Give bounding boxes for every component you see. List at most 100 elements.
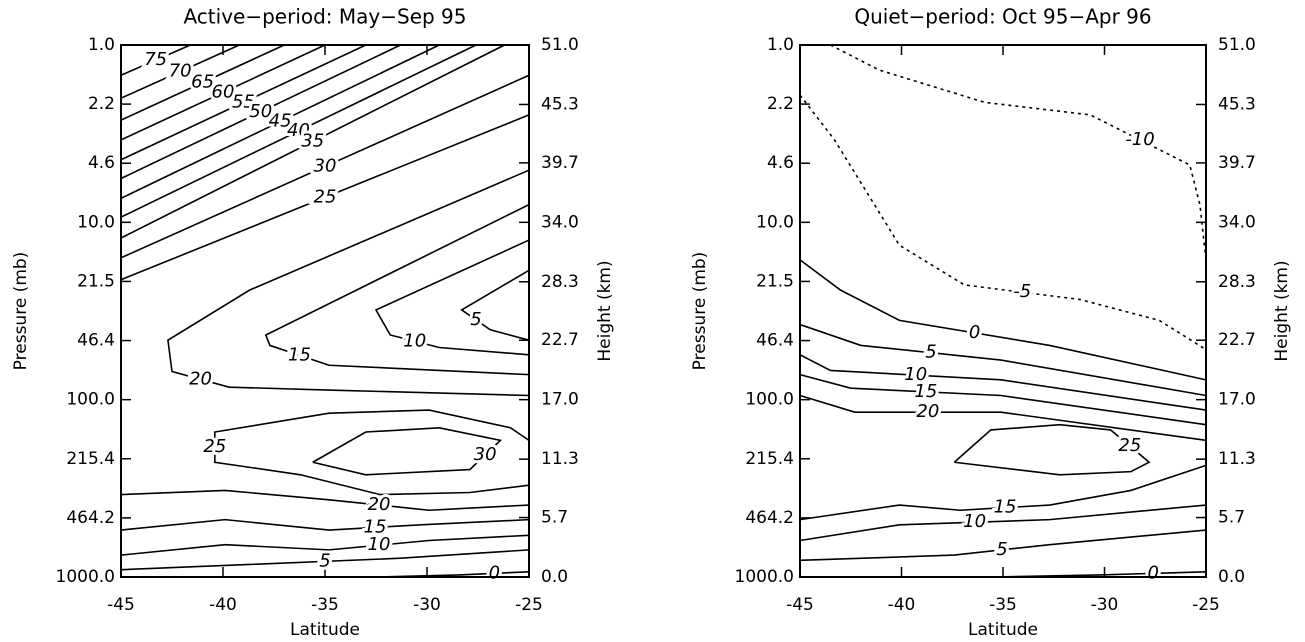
contour-label: 15 xyxy=(288,344,311,365)
y2-tick-label: 51.0 xyxy=(1218,35,1256,55)
y-tick-label: 4.6 xyxy=(767,153,794,173)
y2-tick-label: 45.3 xyxy=(1218,94,1256,114)
contour-label: 5 xyxy=(996,539,1007,560)
contour-line xyxy=(953,423,1151,476)
contour-label: -5 xyxy=(1013,281,1031,302)
x-axis-label: Latitude xyxy=(968,620,1038,640)
y-tick-label: 21.5 xyxy=(77,271,115,291)
y2-tick-label: 34.0 xyxy=(1218,212,1256,232)
x-tick-label: -40 xyxy=(209,595,237,615)
x-axis-label: Latitude xyxy=(290,620,360,640)
y2-tick-label: 5.7 xyxy=(1218,508,1245,528)
y-tick-label: 10.0 xyxy=(756,212,794,232)
y2-tick-label: 22.7 xyxy=(1218,330,1256,350)
contour-label: 30 xyxy=(474,444,497,465)
contour-label: 10 xyxy=(368,534,391,555)
contour-label: 20 xyxy=(916,401,939,422)
y-tick-label: 2.2 xyxy=(88,94,115,114)
contour-label: 5 xyxy=(470,309,481,330)
y-tick-label: 1.0 xyxy=(767,35,794,55)
x-tick-label: -45 xyxy=(786,595,814,615)
chart-title: Active−period: May−Sep 95 xyxy=(183,5,466,29)
contour-line xyxy=(264,203,530,376)
y-tick-label: 464.2 xyxy=(66,508,115,528)
x-tick-label: -35 xyxy=(989,595,1017,615)
contour-label: 40 xyxy=(287,120,310,141)
y2-axis-label: Height (km) xyxy=(1272,260,1292,361)
y2-tick-label: 11.3 xyxy=(1218,449,1256,469)
contour-label: 70 xyxy=(169,61,192,82)
x-tick-label: -45 xyxy=(107,595,135,615)
contour-line xyxy=(830,44,1207,260)
y-tick-label: 215.4 xyxy=(66,449,115,469)
x-tick-label: -40 xyxy=(888,595,916,615)
contour-line xyxy=(120,44,401,180)
y2-tick-label: 5.7 xyxy=(541,508,568,528)
contour-label: 45 xyxy=(269,111,292,132)
y2-tick-label: 0.0 xyxy=(1218,567,1245,587)
y2-tick-label: 45.3 xyxy=(541,94,579,114)
contour-line xyxy=(799,259,1207,381)
x-tick-label: -30 xyxy=(413,595,441,615)
contour-label: 15 xyxy=(914,381,937,402)
y-tick-label: 1000.0 xyxy=(735,567,794,587)
contour-line xyxy=(120,549,530,571)
contour-label: 25 xyxy=(203,436,226,457)
contour-line xyxy=(214,409,530,496)
contour-label: 20 xyxy=(368,494,391,515)
contour-line xyxy=(120,44,477,218)
chart-title: Quiet−period: Oct 95−Apr 96 xyxy=(854,5,1151,29)
contour-line xyxy=(120,44,440,200)
x-tick-label: -30 xyxy=(1091,595,1119,615)
contour-line xyxy=(120,74,530,259)
contour-line xyxy=(799,464,1207,521)
y-tick-label: 464.2 xyxy=(745,508,794,528)
y-tick-label: 10.0 xyxy=(77,212,115,232)
y-tick-label: 4.6 xyxy=(88,153,115,173)
contour-line xyxy=(120,44,505,239)
x-tick-label: -35 xyxy=(311,595,339,615)
contour-line xyxy=(120,534,530,556)
contour-label: 0 xyxy=(969,322,980,343)
contour-label: 10 xyxy=(904,364,927,385)
y2-tick-label: 17.0 xyxy=(541,390,579,410)
contour-label: 20 xyxy=(189,368,212,389)
contour-line xyxy=(799,529,1207,562)
y2-tick-label: 28.3 xyxy=(541,272,579,292)
contour-label: 65 xyxy=(191,72,214,93)
contour-line xyxy=(799,373,1207,426)
y-tick-label: 100.0 xyxy=(745,390,794,410)
y-tick-label: 1000.0 xyxy=(56,567,115,587)
contour-label: 0 xyxy=(1147,562,1158,583)
y2-tick-label: 39.7 xyxy=(541,153,579,173)
contour-label: 0 xyxy=(489,562,500,583)
contour-label: 30 xyxy=(314,156,337,177)
contour-line xyxy=(799,323,1207,397)
contour-label: 10 xyxy=(403,330,426,351)
contour-line xyxy=(120,44,285,121)
y2-tick-label: 39.7 xyxy=(1218,153,1256,173)
y-axis-label: Pressure (mb) xyxy=(11,252,31,371)
contour-line xyxy=(799,354,1207,411)
y2-tick-label: 0.0 xyxy=(541,567,568,587)
contour-line xyxy=(120,44,240,99)
y-tick-label: 46.4 xyxy=(77,331,115,351)
x-tick-label: -25 xyxy=(1192,595,1220,615)
y-tick-label: 2.2 xyxy=(767,94,794,114)
contour-line xyxy=(120,518,530,531)
contour-label: 15 xyxy=(994,497,1017,518)
y2-tick-label: 51.0 xyxy=(541,35,579,55)
contour-line xyxy=(799,94,1207,351)
y2-tick-label: 34.0 xyxy=(541,212,579,232)
y-tick-label: 21.5 xyxy=(756,271,794,291)
contour-label: 15 xyxy=(364,516,387,537)
contour-label: 25 xyxy=(314,186,337,207)
contour-line xyxy=(120,44,191,76)
contour-line xyxy=(120,44,367,161)
y-tick-label: 215.4 xyxy=(745,449,794,469)
contour-label: 10 xyxy=(963,511,986,532)
plot-frame xyxy=(799,44,1207,578)
contour-label: 60 xyxy=(212,81,235,102)
contour-label: 5 xyxy=(319,550,330,571)
